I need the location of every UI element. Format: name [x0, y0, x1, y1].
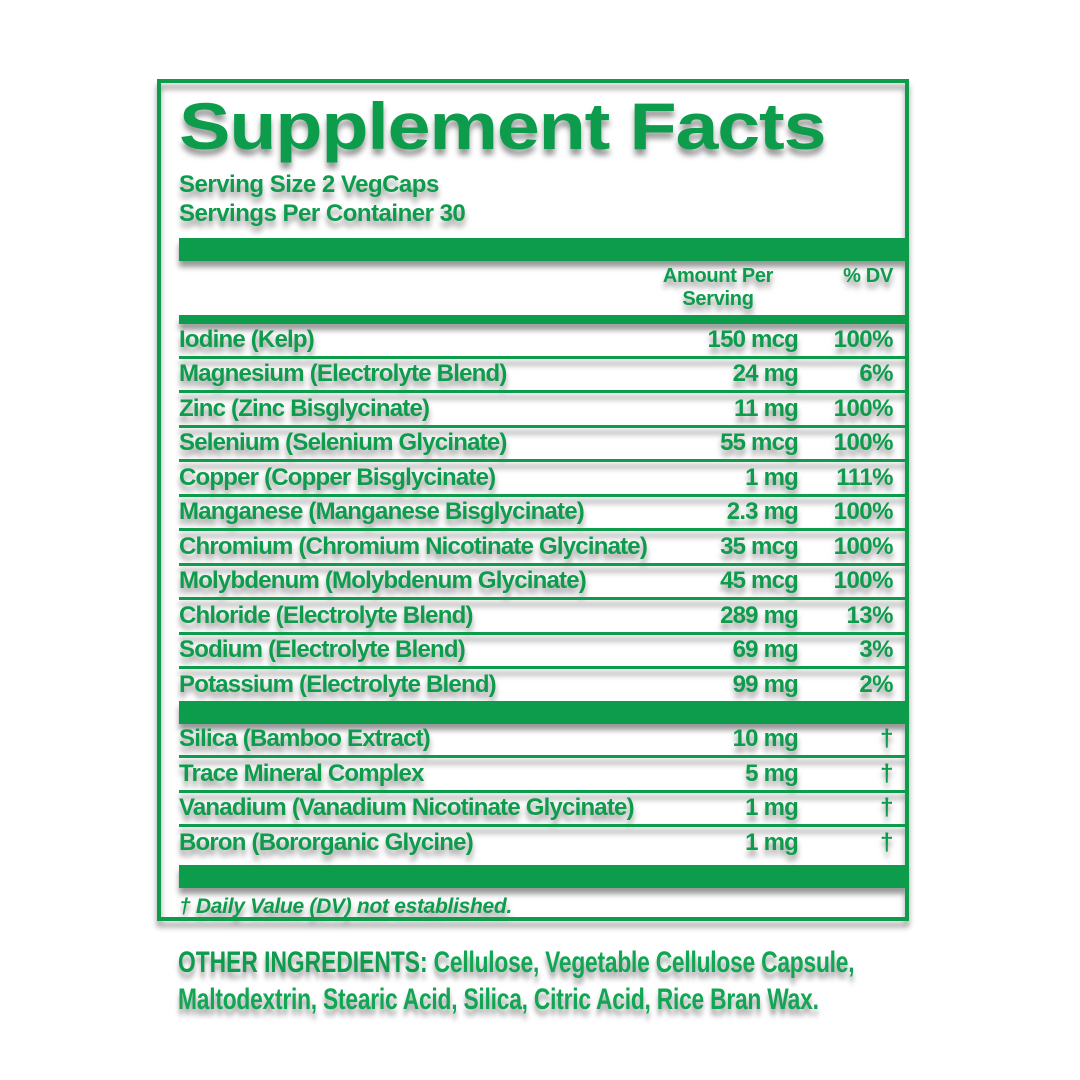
amount-header-line2: Serving — [682, 288, 754, 310]
amount-per-serving-header: Amount Per Serving — [638, 265, 798, 311]
row-percent-dv: † — [880, 725, 893, 753]
row-nutrient-name: Chloride (Electrolyte Blend) — [179, 601, 473, 629]
table-row: Selenium (Selenium Glycinate) 55 mcg 100% — [179, 428, 905, 462]
table-row: Copper (Copper Bisglycinate) 1 mg 111% — [179, 462, 905, 497]
row-amount: 55 mcg — [720, 429, 799, 457]
row-amount: 1 mg — [745, 463, 799, 491]
percent-dv-header: % DV — [843, 265, 893, 287]
table-row: Silica (Bamboo Extract) 10 mg † — [179, 724, 905, 758]
column-header: Amount Per Serving % DV — [179, 265, 905, 315]
row-percent-dv: † — [880, 759, 893, 787]
row-amount: 99 mg — [732, 670, 799, 698]
row-percent-dv: 2% — [859, 670, 893, 698]
supplement-facts-panel: Supplement Facts Serving Size 2 VegCaps … — [157, 79, 909, 921]
row-nutrient-name: Silica (Bamboo Extract) — [179, 725, 431, 753]
serving-info: Serving Size 2 VegCaps Servings Per Cont… — [179, 170, 905, 228]
row-percent-dv: 6% — [859, 360, 893, 388]
row-percent-dv: 100% — [833, 567, 894, 595]
table-row: Vanadium (Vanadium Nicotinate Glycinate)… — [179, 793, 905, 827]
row-amount: 150 mcg — [707, 325, 799, 353]
table-row: Sodium (Electrolyte Blend) 69 mg 3% — [179, 635, 905, 669]
panel-title: Supplement Facts — [179, 89, 827, 163]
amount-header-line1: Amount Per — [662, 265, 774, 287]
table-row: Chloride (Electrolyte Blend) 289 mg 13% — [179, 600, 905, 635]
row-percent-dv: 100% — [833, 532, 894, 560]
row-nutrient-name: Iodine (Kelp) — [179, 325, 315, 353]
nutrient-table-secondary: Silica (Bamboo Extract) 10 mg † Trace Miner… — [179, 724, 905, 859]
table-row: Boron (Bororganic Glycine) 1 mg † — [179, 827, 905, 859]
row-amount: 1 mg — [745, 794, 799, 822]
row-nutrient-name: Sodium (Electrolyte Blend) — [179, 636, 466, 664]
row-nutrient-name: Vanadium (Vanadium Nicotinate Glycinate) — [179, 794, 635, 822]
row-nutrient-name: Trace Mineral Complex — [179, 759, 424, 787]
table-row: Potassium (Electrolyte Blend) 99 mg 2% — [179, 669, 905, 701]
servings-per-container: Servings Per Container 30 — [179, 200, 466, 227]
table-row: Trace Mineral Complex 5 mg † — [179, 758, 905, 793]
row-percent-dv: 111% — [836, 463, 893, 491]
table-row: Manganese (Manganese Bisglycinate) 2.3 mg… — [179, 497, 905, 531]
row-nutrient-name: Boron (Bororganic Glycine) — [179, 828, 474, 856]
table-row: Magnesium (Electrolyte Blend) 24 mg 6% — [179, 359, 905, 393]
row-percent-dv: † — [880, 794, 893, 822]
row-amount: 11 mg — [733, 394, 799, 422]
other-ingredients-list: Cellulose, Vegetable Cellulose Capsule, … — [178, 946, 855, 1016]
table-row: Molybdenum (Molybdenum Glycinate) 45 mcg 1… — [179, 566, 905, 600]
row-amount: 289 mg — [720, 601, 799, 629]
row-amount: 35 mcg — [720, 532, 799, 560]
row-nutrient-name: Potassium (Electrolyte Blend) — [179, 670, 497, 698]
row-amount: 1 mg — [745, 828, 799, 856]
table-row: Iodine (Kelp) 150 mcg 100% — [179, 324, 905, 359]
row-nutrient-name: Chromium (Chromium Nicotinate Glycinate) — [179, 532, 648, 560]
row-nutrient-name: Selenium (Selenium Glycinate) — [179, 429, 507, 457]
other-ingredients: OTHER INGREDIENTS: Cellulose, Vegetable … — [178, 944, 909, 1018]
table-row: Zinc (Zinc Bisglycinate) 11 mg 100% — [179, 393, 905, 428]
row-amount: 45 mcg — [720, 567, 799, 595]
serving-size: Serving Size 2 VegCaps — [179, 171, 439, 198]
dv-footnote: † Daily Value (DV) not established. — [179, 894, 512, 918]
row-amount: 69 mg — [732, 636, 799, 664]
section-divider-bar — [179, 700, 905, 724]
row-amount: 24 mg — [732, 360, 799, 388]
row-nutrient-name: Manganese (Manganese Bisglycinate) — [179, 498, 585, 526]
row-percent-dv: 3% — [859, 636, 893, 664]
row-percent-dv: 13% — [846, 601, 893, 629]
row-nutrient-name: Zinc (Zinc Bisglycinate) — [179, 394, 430, 422]
row-amount: 2.3 mg — [726, 498, 799, 526]
section-divider-bar — [179, 238, 905, 261]
row-nutrient-name: Copper (Copper Bisglycinate) — [179, 463, 496, 491]
other-ingredients-heading: OTHER INGREDIENTS: — [178, 946, 428, 979]
header-divider-bar — [179, 315, 905, 324]
row-percent-dv: 100% — [833, 325, 894, 353]
row-nutrient-name: Molybdenum (Molybdenum Glycinate) — [179, 567, 587, 595]
row-amount: 10 mg — [732, 725, 799, 753]
section-divider-bar — [179, 864, 905, 888]
row-percent-dv: 100% — [833, 498, 894, 526]
row-amount: 5 mg — [745, 759, 799, 787]
table-row: Chromium (Chromium Nicotinate Glycinate)… — [179, 531, 905, 566]
nutrient-table-main: Iodine (Kelp) 150 mcg 100% Magnesium (Elect… — [179, 324, 905, 701]
row-nutrient-name: Magnesium (Electrolyte Blend) — [179, 360, 507, 388]
row-percent-dv: † — [880, 828, 893, 856]
row-percent-dv: 100% — [833, 394, 894, 422]
row-percent-dv: 100% — [833, 429, 894, 457]
